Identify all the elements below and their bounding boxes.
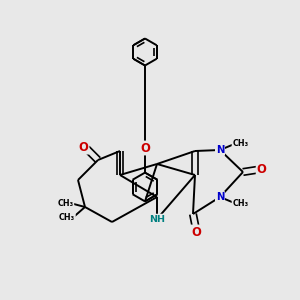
- Text: CH₃: CH₃: [59, 213, 75, 222]
- Text: N: N: [216, 192, 224, 202]
- Text: CH₃: CH₃: [232, 199, 248, 208]
- Text: O: O: [140, 142, 150, 154]
- Text: N: N: [216, 145, 224, 155]
- Text: O: O: [191, 226, 201, 238]
- Text: NH: NH: [149, 214, 165, 224]
- Text: CH₃: CH₃: [232, 140, 248, 148]
- Text: CH₃: CH₃: [57, 199, 74, 208]
- Text: O: O: [257, 163, 266, 176]
- Text: O: O: [79, 141, 88, 154]
